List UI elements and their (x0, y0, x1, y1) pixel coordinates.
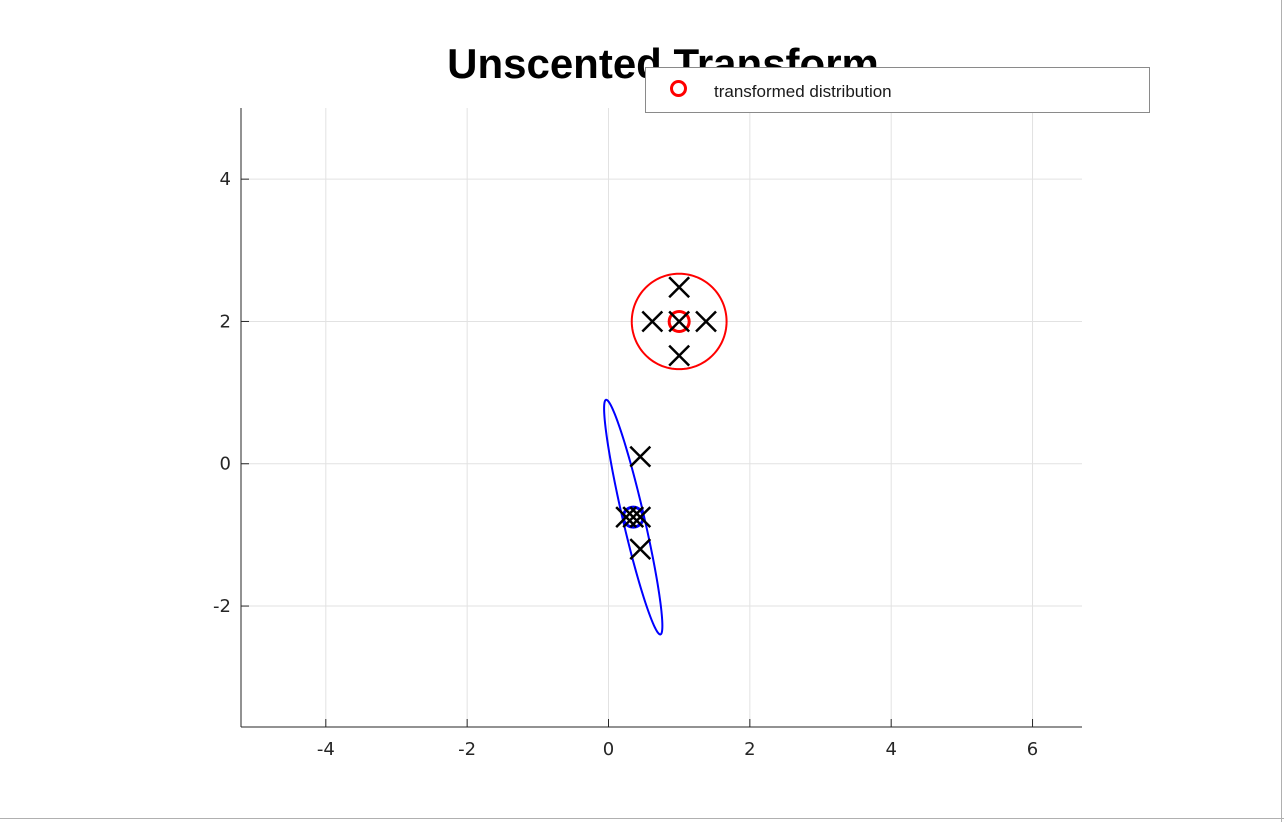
sigma-point-marker (695, 310, 717, 333)
x-tick-label: 4 (885, 739, 896, 760)
figure-border-bottom (0, 818, 1284, 819)
x-tick-label: 0 (603, 739, 614, 760)
covariance-ellipse (603, 398, 664, 636)
sigma-point-marker (668, 344, 691, 367)
legend-circle-marker-icon (670, 80, 687, 97)
x-tick-label: -4 (317, 739, 335, 760)
x-tick-label: -2 (458, 739, 476, 760)
x-tick-label: 2 (744, 739, 755, 760)
x-tick-label: 6 (1027, 739, 1038, 760)
sigma-point-marker (641, 310, 664, 333)
sigma-point-marker (615, 506, 638, 528)
figure-border-right (1281, 0, 1282, 822)
mean-circle-marker (667, 309, 691, 333)
legend-label: transformed distribution (714, 82, 892, 101)
y-tick-label: 0 (220, 454, 231, 475)
y-tick-label: -2 (213, 596, 231, 617)
sigma-point-marker (668, 310, 691, 333)
y-tick-label: 2 (220, 311, 231, 332)
y-tick-label: 4 (220, 169, 231, 190)
mean-circle-marker (621, 505, 645, 529)
sigma-point-marker (629, 445, 652, 468)
sigma-point-marker (622, 506, 645, 528)
legend[interactable]: transformed distribution (645, 67, 1150, 113)
sigma-point-marker (668, 276, 691, 299)
covariance-ellipse (630, 272, 728, 371)
sigma-point-marker (629, 538, 652, 561)
